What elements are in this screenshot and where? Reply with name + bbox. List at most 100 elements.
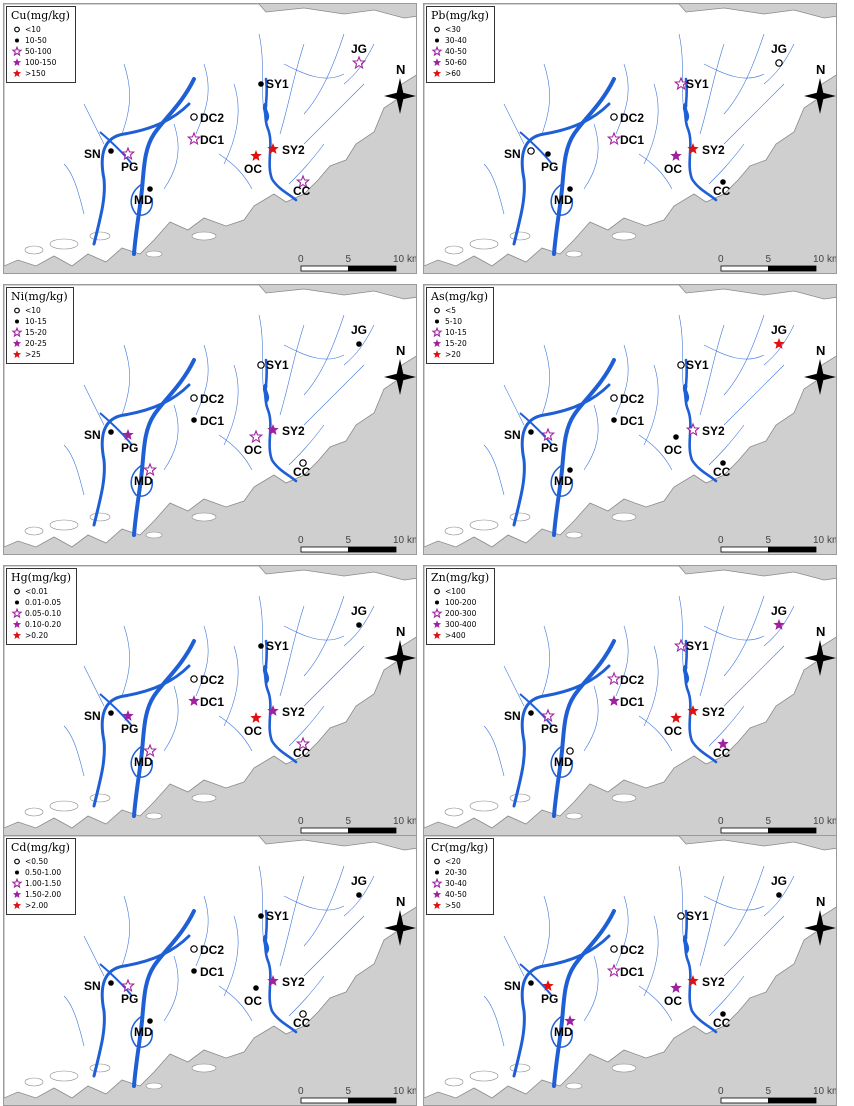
main-river (132, 639, 196, 818)
site-marker-oc (670, 982, 682, 993)
legend-row: 40-50 (431, 889, 488, 900)
site-marker-oc (248, 429, 264, 444)
legend-marker (12, 890, 22, 898)
site-label-sy2: SY2 (282, 975, 305, 989)
site-label-pg: PG (121, 722, 138, 736)
tributary-stream (195, 63, 209, 135)
main-river (132, 77, 196, 256)
site-label-dc1: DC1 (200, 133, 224, 147)
tributary-stream (763, 43, 795, 85)
site-marker-sy2 (267, 424, 279, 435)
tributary-stream (63, 725, 85, 777)
site-marker-pg (122, 429, 134, 440)
river-reach (262, 383, 270, 403)
north-label: N (396, 894, 405, 909)
river-loop (550, 183, 574, 216)
legend-marker (432, 350, 442, 358)
island (145, 1082, 163, 1090)
tributary-stream (343, 605, 375, 647)
tributary-stream (279, 324, 305, 416)
site-label-jg: JG (771, 323, 787, 337)
tributary-stream (303, 865, 345, 947)
scale-label: km (827, 816, 837, 827)
site-label-cc: CC (293, 746, 311, 760)
legend-marker (432, 339, 442, 347)
legend-title: Zn(mg/kg) (431, 571, 490, 584)
legend-range: 1.50-2.00 (25, 890, 62, 899)
legend-row: <10 (11, 305, 68, 316)
legend-title: Cu(mg/kg) (11, 9, 70, 22)
tributary-stream (483, 444, 505, 496)
legend-marker (431, 878, 443, 889)
site-marker-sn (108, 148, 114, 154)
river-loop (130, 183, 154, 216)
site-marker-sy1 (258, 913, 264, 919)
tributary-stream (723, 915, 785, 977)
site-marker-oc (250, 150, 262, 161)
site-marker-pg (540, 708, 556, 723)
site-marker-sy2 (685, 422, 701, 437)
site-label-sy2: SY2 (702, 143, 725, 157)
river-reach (682, 383, 690, 403)
legend-symbol-icon (431, 316, 445, 327)
site-marker-pg (542, 980, 554, 991)
tributary-stream (83, 935, 105, 977)
land-mass (424, 285, 836, 548)
map-canvas: N 0 5 10km SN PG MD DC2 DC1 SY1 SY2 OC CC JG (424, 285, 836, 554)
tributary-stream (699, 324, 725, 416)
site-label-md: MD (554, 193, 573, 207)
scale-label: km (407, 254, 417, 265)
scale-label: 5 (346, 1086, 352, 1097)
island (191, 1063, 217, 1073)
site-marker-cc (299, 459, 307, 467)
legend-marker (11, 46, 23, 57)
site-marker-dc2 (190, 394, 198, 402)
tributary-stream (303, 364, 365, 426)
site-marker-sy2 (687, 705, 699, 716)
legend: Hg(mg/kg) <0.01 0.01-0.05 0.05-0.10 0.10-0.2… (6, 568, 78, 645)
site-marker-jg (775, 59, 783, 67)
island (89, 1063, 111, 1073)
legend-marker (434, 870, 440, 875)
legend-range: 10-50 (25, 36, 47, 45)
site-label-dc2: DC2 (200, 673, 224, 687)
north-arrow-icon: N (804, 62, 836, 114)
tributary-stream (503, 103, 525, 145)
site-label-sy1: SY1 (266, 77, 289, 91)
legend-range: 10-15 (445, 328, 467, 337)
scale-label: 5 (346, 254, 352, 265)
map-canvas: N 0 5 10km SN PG MD DC2 DC1 SY1 SY2 OC CC JG (424, 4, 836, 273)
legend-symbol-icon (431, 35, 445, 46)
north-label: N (816, 343, 825, 358)
legend-marker (12, 339, 22, 347)
site-label-sy2: SY2 (702, 424, 725, 438)
site-label-sy2: SY2 (702, 705, 725, 719)
site-marker-dc1 (191, 968, 197, 974)
legend-marker (14, 26, 20, 33)
tributary-stream (615, 63, 629, 135)
legend: Ni(mg/kg) <10 10-15 15-20 20-25 >25 (6, 287, 74, 364)
legend-marker (14, 319, 20, 324)
site-label-md: MD (554, 1025, 573, 1039)
site-label-pg: PG (121, 441, 138, 455)
site-marker-pg (120, 978, 136, 993)
legend-marker (12, 620, 22, 628)
river-loop (130, 464, 154, 497)
river-branch (512, 102, 611, 246)
legend-range: 30-40 (445, 36, 467, 45)
site-marker-oc (670, 712, 682, 723)
site-label-dc2: DC2 (620, 943, 644, 957)
legend-symbol-icon (11, 867, 25, 878)
site-marker-md (566, 747, 574, 755)
site-marker-jg (351, 55, 367, 70)
site-marker-sy2 (687, 975, 699, 986)
tributary-stream (163, 955, 179, 1022)
river-loop (550, 1015, 574, 1048)
island (611, 793, 637, 803)
island (469, 519, 499, 531)
tributary-stream (343, 324, 375, 366)
site-label-pg: PG (541, 160, 558, 174)
legend-row: <20 (431, 856, 488, 867)
island (509, 512, 531, 522)
tributary-stream (708, 975, 745, 1017)
